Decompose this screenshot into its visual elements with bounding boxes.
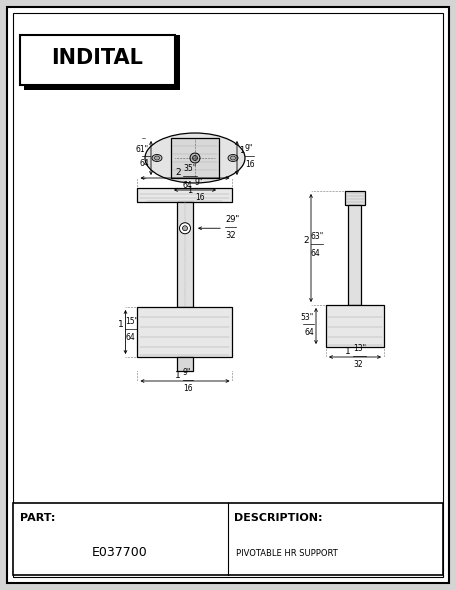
Text: 64: 64: [182, 181, 192, 190]
Text: 29": 29": [224, 215, 239, 224]
Text: PIVOTABLE HR SUPPORT: PIVOTABLE HR SUPPORT: [236, 549, 337, 558]
Bar: [175, 35, 180, 90]
Text: PART:: PART:: [20, 513, 55, 523]
Text: 1: 1: [117, 320, 123, 329]
Text: 13": 13": [352, 344, 365, 353]
Circle shape: [182, 226, 187, 231]
Text: 1: 1: [238, 146, 244, 155]
Text: INDITAL: INDITAL: [51, 48, 143, 68]
Ellipse shape: [145, 133, 244, 183]
Text: 64: 64: [310, 249, 320, 258]
Text: 64: 64: [303, 328, 313, 337]
Text: 32: 32: [224, 231, 235, 240]
Circle shape: [192, 156, 197, 160]
Ellipse shape: [152, 155, 162, 162]
Text: 32: 32: [352, 360, 362, 369]
Text: 16: 16: [182, 384, 192, 393]
Text: 16: 16: [195, 193, 204, 202]
Text: 2: 2: [175, 168, 181, 177]
Text: 9": 9": [195, 178, 203, 187]
Bar: [171, 138, 218, 178]
Bar: [137, 307, 232, 357]
Text: 15": 15": [125, 317, 138, 326]
Bar: [325, 305, 383, 347]
Circle shape: [190, 153, 200, 163]
Ellipse shape: [154, 156, 159, 160]
Text: 63": 63": [310, 232, 324, 241]
Bar: [137, 188, 232, 202]
Text: 1: 1: [187, 185, 192, 195]
Ellipse shape: [228, 155, 238, 162]
Text: 61": 61": [136, 145, 149, 154]
Text: 9": 9": [244, 144, 253, 153]
Text: 53": 53": [300, 313, 313, 322]
Bar: [348, 205, 361, 305]
Text: 9": 9": [182, 368, 191, 377]
Text: 2: 2: [303, 236, 308, 245]
Bar: [20, 35, 175, 85]
Text: DESCRIPTION:: DESCRIPTION:: [233, 513, 322, 523]
Text: E037700: E037700: [92, 546, 147, 559]
Text: 1: 1: [344, 347, 350, 356]
Text: 64: 64: [125, 333, 135, 342]
Text: 64: 64: [139, 159, 149, 168]
Text: 35": 35": [182, 164, 196, 173]
Circle shape: [179, 223, 190, 234]
Text: 1: 1: [175, 371, 181, 380]
Bar: [177, 357, 192, 371]
Bar: [344, 191, 364, 205]
Bar: [24, 85, 180, 90]
Bar: [177, 202, 192, 307]
Bar: [13, 503, 442, 575]
Text: 16: 16: [244, 160, 254, 169]
Ellipse shape: [230, 156, 235, 160]
